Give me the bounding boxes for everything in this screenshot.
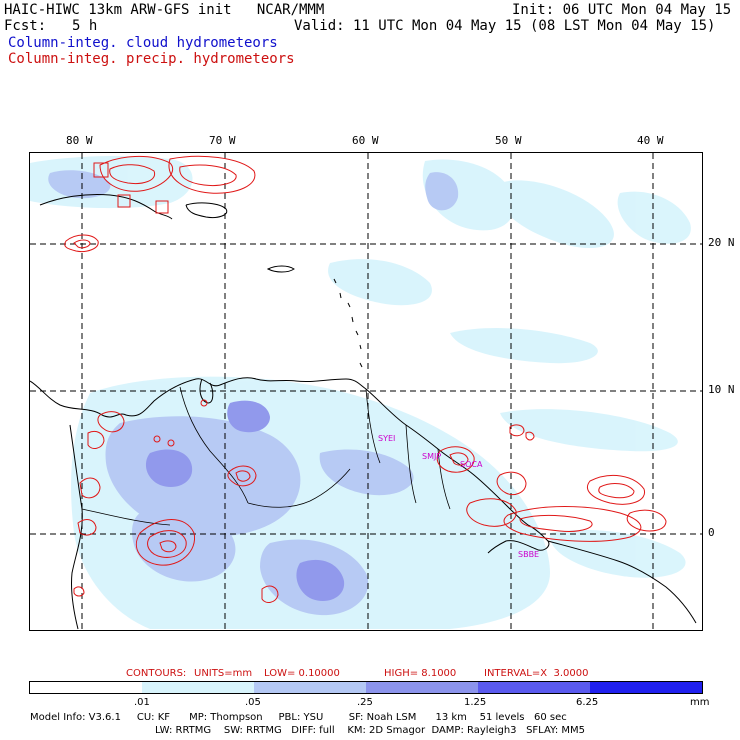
precip-field-name: Column-integ. precip. hydrometeors xyxy=(8,51,295,67)
contours-label: CONTOURS: xyxy=(126,668,187,679)
lon-label-50w: 50 W xyxy=(495,134,522,147)
station-soca: SOCA xyxy=(460,460,483,469)
colorbar-units: mm xyxy=(690,697,710,708)
valid-time: Valid: 11 UTC Mon 04 May 15 (08 LST Mon … xyxy=(294,18,716,34)
colorbar-segment xyxy=(142,682,254,693)
forecast-label: Fcst: xyxy=(4,18,47,34)
lon-label-80w: 80 W xyxy=(66,134,93,147)
station-syei: SYEI xyxy=(378,434,395,443)
contours-interval: INTERVAL=X 3.0000 xyxy=(484,668,589,679)
station-sbbe: SBBE xyxy=(518,550,539,559)
contours-low: LOW= 0.10000 xyxy=(264,668,340,679)
init-time: Init: 06 UTC Mon 04 May 15 xyxy=(512,2,732,18)
colorbar-segment xyxy=(366,682,478,693)
colorbar xyxy=(29,681,703,694)
station-smjp: SMJP xyxy=(422,452,441,461)
contours-units: UNITS=mm xyxy=(194,668,253,679)
colorbar-segment xyxy=(254,682,366,693)
lat-label-10n: 10 N xyxy=(708,383,735,396)
contours-high: HIGH= 8.1000 xyxy=(384,668,457,679)
coastlines xyxy=(29,194,697,630)
colorbar-tick-label: .01 xyxy=(134,697,150,708)
station-labels: SYEI SMJP SOCA SBBE xyxy=(378,434,539,559)
plot-title: HAIC-HIWC 13km ARW-GFS init NCAR/MMM xyxy=(4,2,325,18)
colorbar-segment xyxy=(590,682,702,693)
model-info-line1: Model Info: V3.6.1 CU: KF MP: Thompson P… xyxy=(30,712,567,723)
colorbar-segment xyxy=(478,682,590,693)
lon-label-60w: 60 W xyxy=(352,134,379,147)
map-canvas: SYEI SMJP SOCA SBBE xyxy=(29,153,702,630)
lat-label-20n: 20 N xyxy=(708,236,735,249)
colorbar-segment xyxy=(30,682,142,693)
colorbar-tick-label: 6.25 xyxy=(576,697,599,708)
precip-contours xyxy=(64,155,667,603)
lon-label-70w: 70 W xyxy=(209,134,236,147)
forecast-hour: 5 h xyxy=(72,18,98,34)
cloud-shading xyxy=(30,156,691,629)
colorbar-tick-label: .25 xyxy=(357,697,373,708)
model-info-line2: LW: RRTMG SW: RRTMG DIFF: full KM: 2D Sm… xyxy=(155,725,585,736)
colorbar-tick-label: 1.25 xyxy=(464,697,487,708)
lat-label-0: 0 xyxy=(708,526,715,539)
lon-label-40w: 40 W xyxy=(637,134,664,147)
cloud-field-name: Column-integ. cloud hydrometeors xyxy=(8,35,278,51)
map-panel: SYEI SMJP SOCA SBBE xyxy=(29,152,703,631)
colorbar-tick-label: .05 xyxy=(245,697,261,708)
